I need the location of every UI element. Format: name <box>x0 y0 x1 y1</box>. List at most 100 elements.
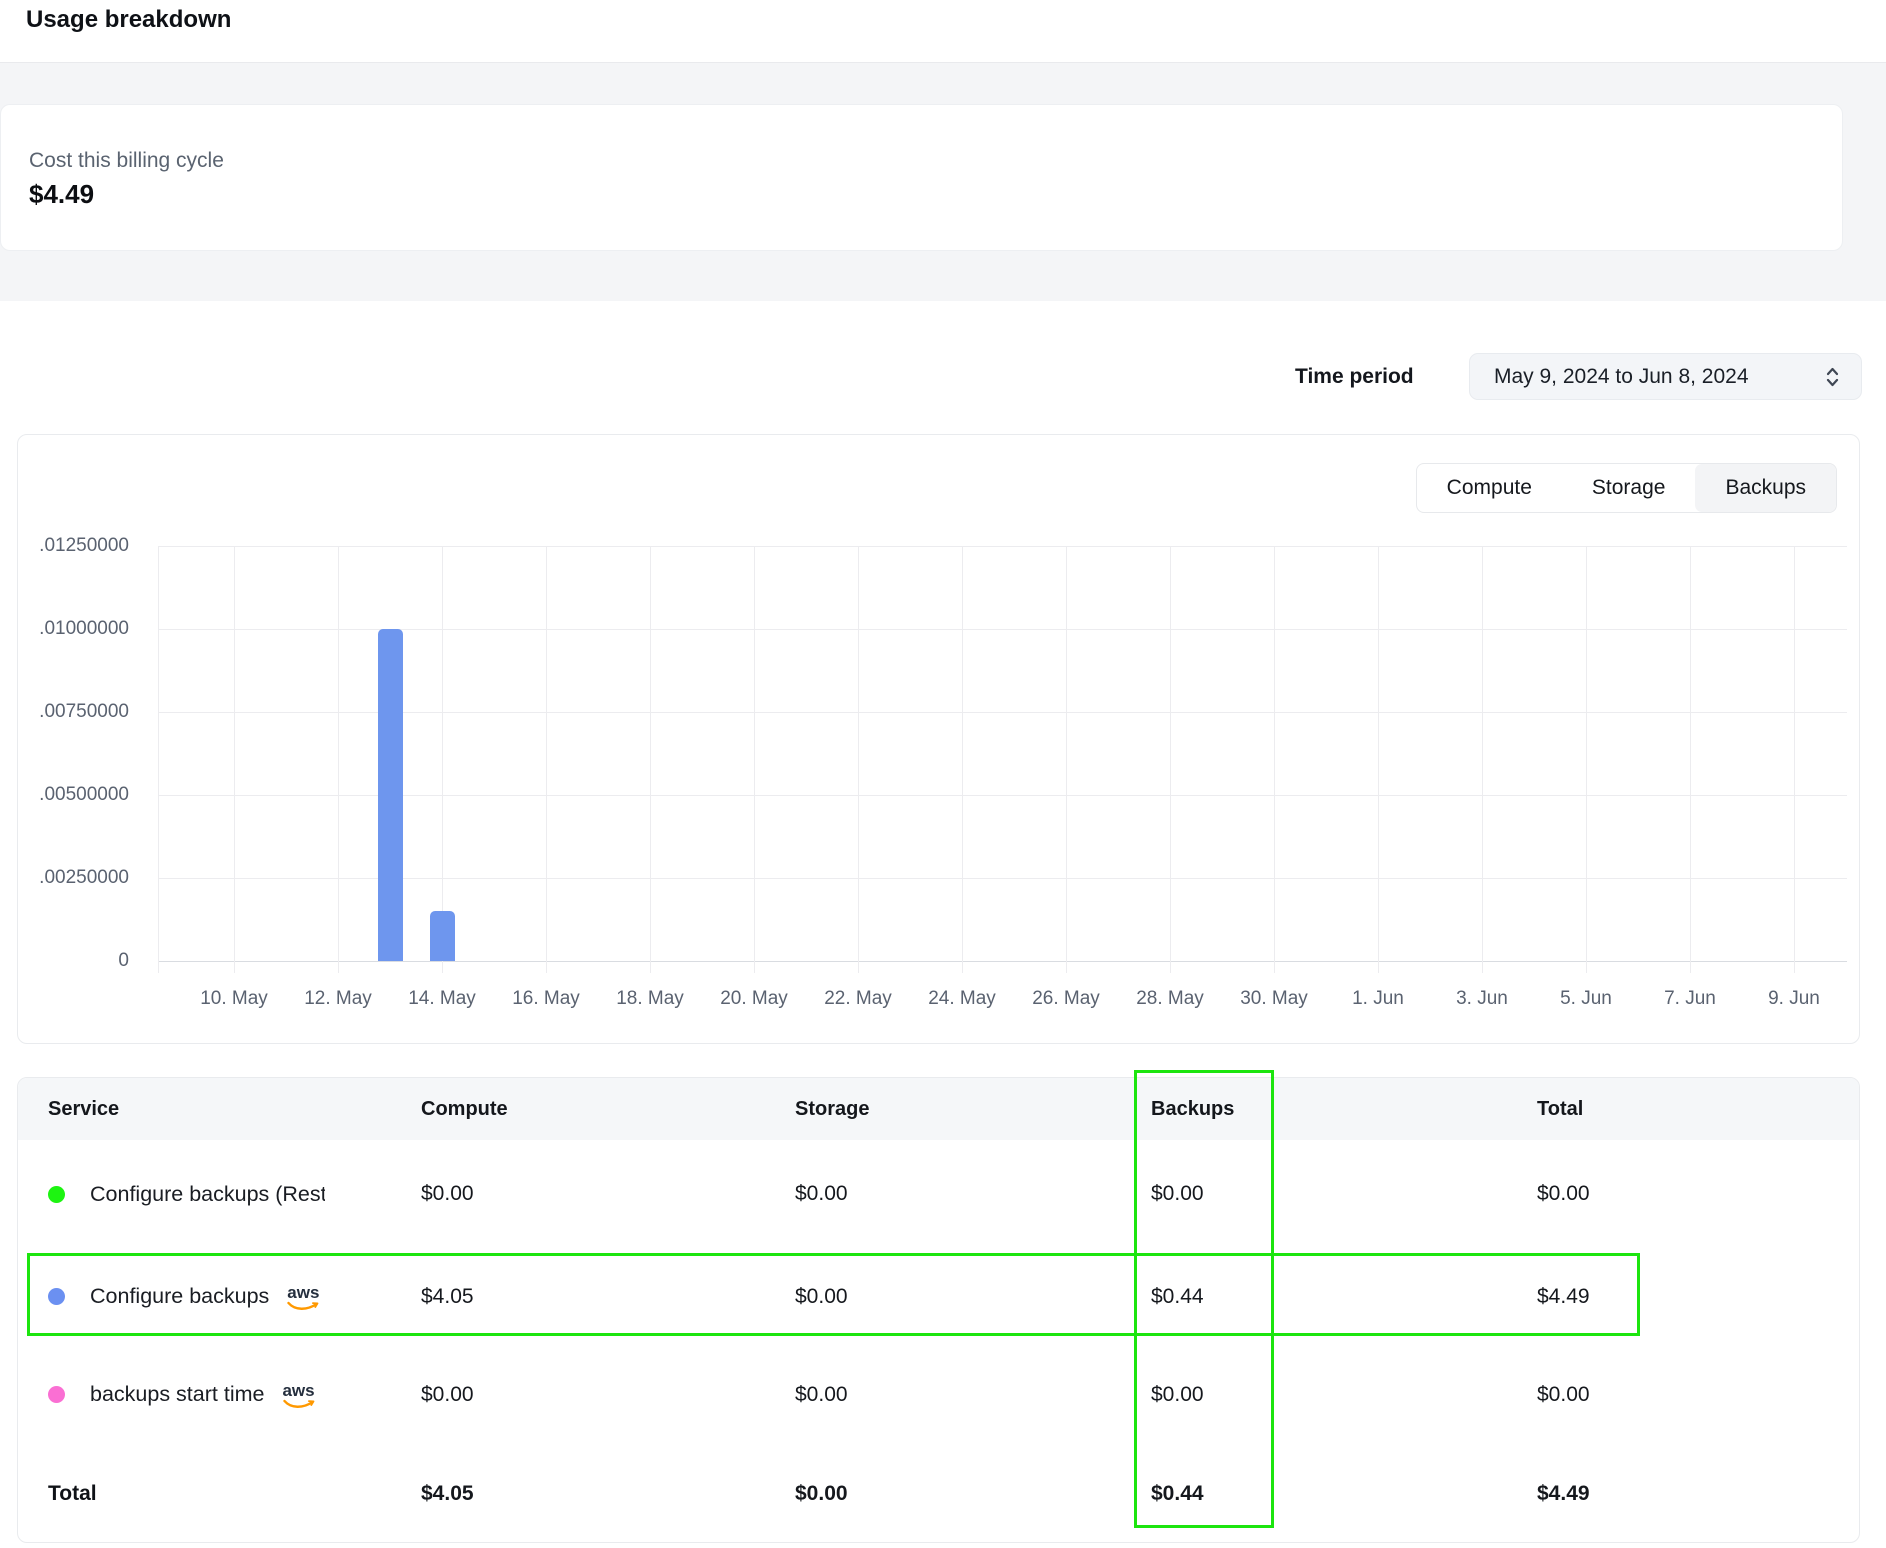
cost-card-label: Cost this billing cycle <box>29 149 224 172</box>
x-tick-label: 20. May <box>720 988 788 1009</box>
x-gridline <box>338 546 339 973</box>
x-gridline <box>1066 546 1067 973</box>
table-row-3: backups start time aws $0.00 $0.00 $0.00 $0.0… <box>18 1345 1859 1444</box>
cost-card-value: $4.49 <box>29 179 95 209</box>
table-total-row: Total $4.05 $0.00 $0.44 $4.49 <box>18 1444 1859 1542</box>
aws-logo-text: aws <box>282 1380 315 1400</box>
chart-card: Compute Storage Backups 10. May 12. May 14. … <box>17 434 1860 1044</box>
compute-value: $0.00 <box>421 1382 474 1406</box>
table-row-1: Configure backups (Resto $0.00 $0.00 $0.00 $… <box>18 1140 1859 1248</box>
x-tick-label: 5. Jun <box>1560 988 1612 1009</box>
aws-logo-icon: aws <box>282 1380 315 1410</box>
x-tick-label: 10. May <box>200 988 268 1009</box>
x-gridline <box>1378 546 1379 973</box>
x-gridline <box>1274 546 1275 973</box>
y-tick-label: 0 <box>118 950 129 971</box>
column-header-compute: Compute <box>421 1097 508 1120</box>
tab-backups[interactable]: Backups <box>1695 464 1836 512</box>
backups-value: $0.00 <box>1151 1382 1204 1406</box>
x-tick-label: 26. May <box>1032 988 1100 1009</box>
x-tick-label: 18. May <box>616 988 684 1009</box>
service-name: Configure backups <box>90 1284 270 1308</box>
y-tick-label: .01000000 <box>39 618 129 639</box>
storage-value: $0.00 <box>795 1382 848 1406</box>
column-header-service: Service <box>48 1097 120 1120</box>
x-gridline <box>1794 546 1795 973</box>
x-tick-label: 16. May <box>512 988 580 1009</box>
x-gridline <box>1586 546 1587 973</box>
compute-value: $0.00 <box>421 1182 474 1205</box>
tab-storage[interactable]: Storage <box>1591 476 1666 499</box>
x-tick-label: 3. Jun <box>1456 988 1508 1009</box>
x-gridline <box>754 546 755 973</box>
tab-compute[interactable]: Compute <box>1446 476 1532 499</box>
x-tick-label: 28. May <box>1136 988 1204 1009</box>
service-color-dot-icon <box>48 1185 65 1203</box>
column-header-total: Total <box>1537 1097 1584 1120</box>
compute-value: $4.05 <box>421 1284 474 1308</box>
x-tick-label: 14. May <box>408 988 476 1009</box>
total-compute-value: $4.05 <box>421 1482 474 1505</box>
x-gridline <box>1482 546 1483 973</box>
aws-logo-text: aws <box>287 1282 320 1302</box>
summary-band: Cost this billing cycle $4.49 <box>0 62 1886 301</box>
total-total-value: $4.49 <box>1537 1482 1590 1505</box>
time-period-value: May 9, 2024 to Jun 8, 2024 <box>1494 364 1749 388</box>
x-tick-label: 30. May <box>1240 988 1308 1009</box>
storage-value: $0.00 <box>795 1182 848 1205</box>
x-tick-label: 12. May <box>304 988 372 1009</box>
service-cell: Configure backups (Resto <box>18 1182 421 1207</box>
page-title: Usage breakdown <box>26 6 232 33</box>
aws-swoosh-icon <box>282 1399 314 1408</box>
backups-value: $0.44 <box>1151 1284 1204 1308</box>
x-tick-label: 24. May <box>928 988 996 1009</box>
column-header-backups: Backups <box>1151 1097 1235 1120</box>
y-tick-label: .00500000 <box>39 784 129 805</box>
y-gridline <box>158 712 1847 713</box>
x-gridline <box>1170 546 1171 973</box>
total-backups-value: $0.44 <box>1151 1482 1204 1505</box>
table-header-row: Service Compute Storage Backups Total <box>18 1078 1859 1140</box>
total-row-label: Total <box>48 1482 97 1505</box>
x-tick-label: 22. May <box>824 988 892 1009</box>
x-gridline <box>1690 546 1691 973</box>
y-gridline <box>158 795 1847 796</box>
total-value: $4.49 <box>1537 1284 1590 1308</box>
chart-bar-13-may[interactable] <box>377 629 403 961</box>
x-tick-label: 1. Jun <box>1352 988 1404 1009</box>
x-gridline <box>858 546 859 973</box>
aws-logo-icon: aws <box>287 1284 319 1312</box>
y-gridline <box>158 961 1847 962</box>
service-name: backups start time <box>90 1382 265 1406</box>
chevron-up-down-icon <box>1824 363 1841 391</box>
y-gridline <box>158 629 1847 630</box>
y-gridline <box>158 878 1847 879</box>
x-tick-label: 9. Jun <box>1768 988 1820 1009</box>
column-header-storage: Storage <box>795 1097 870 1120</box>
storage-value: $0.00 <box>795 1284 848 1308</box>
y-tick-label: .01250000 <box>39 535 129 556</box>
service-color-dot-icon <box>48 1386 65 1403</box>
total-storage-value: $0.00 <box>795 1482 848 1505</box>
usage-table: Service Compute Storage Backups Total Co… <box>17 1077 1860 1543</box>
service-cell: backups start time aws <box>18 1380 421 1410</box>
service-color-dot-icon <box>48 1288 65 1305</box>
y-tick-label: .00750000 <box>39 701 129 722</box>
chart-bar-14-may[interactable] <box>429 911 455 961</box>
time-period-select[interactable]: May 9, 2024 to Jun 8, 2024 <box>1469 353 1862 400</box>
total-value: $0.00 <box>1537 1182 1590 1205</box>
usage-chart-plot: 10. May 12. May 14. May 16. May 18. May 20. M… <box>158 546 1847 1009</box>
time-period-label: Time period <box>1295 365 1414 388</box>
table-body: Configure backups (Resto $0.00 $0.00 $0.00 $… <box>18 1140 1859 1444</box>
x-gridline <box>962 546 963 973</box>
x-gridline <box>442 546 443 973</box>
y-axis-labels: .01250000 .01000000 .00750000 .00500000 .002… <box>18 535 146 971</box>
chart-tabs: Compute Storage Backups <box>1415 463 1837 513</box>
service-cell: Configure backups aws <box>18 1282 421 1312</box>
y-axis-line <box>158 546 159 973</box>
total-value: $0.00 <box>1537 1382 1590 1406</box>
y-tick-label: .00250000 <box>39 867 129 888</box>
service-name: Configure backups (Resto <box>90 1181 325 1206</box>
x-tick-label: 7. Jun <box>1664 988 1716 1009</box>
